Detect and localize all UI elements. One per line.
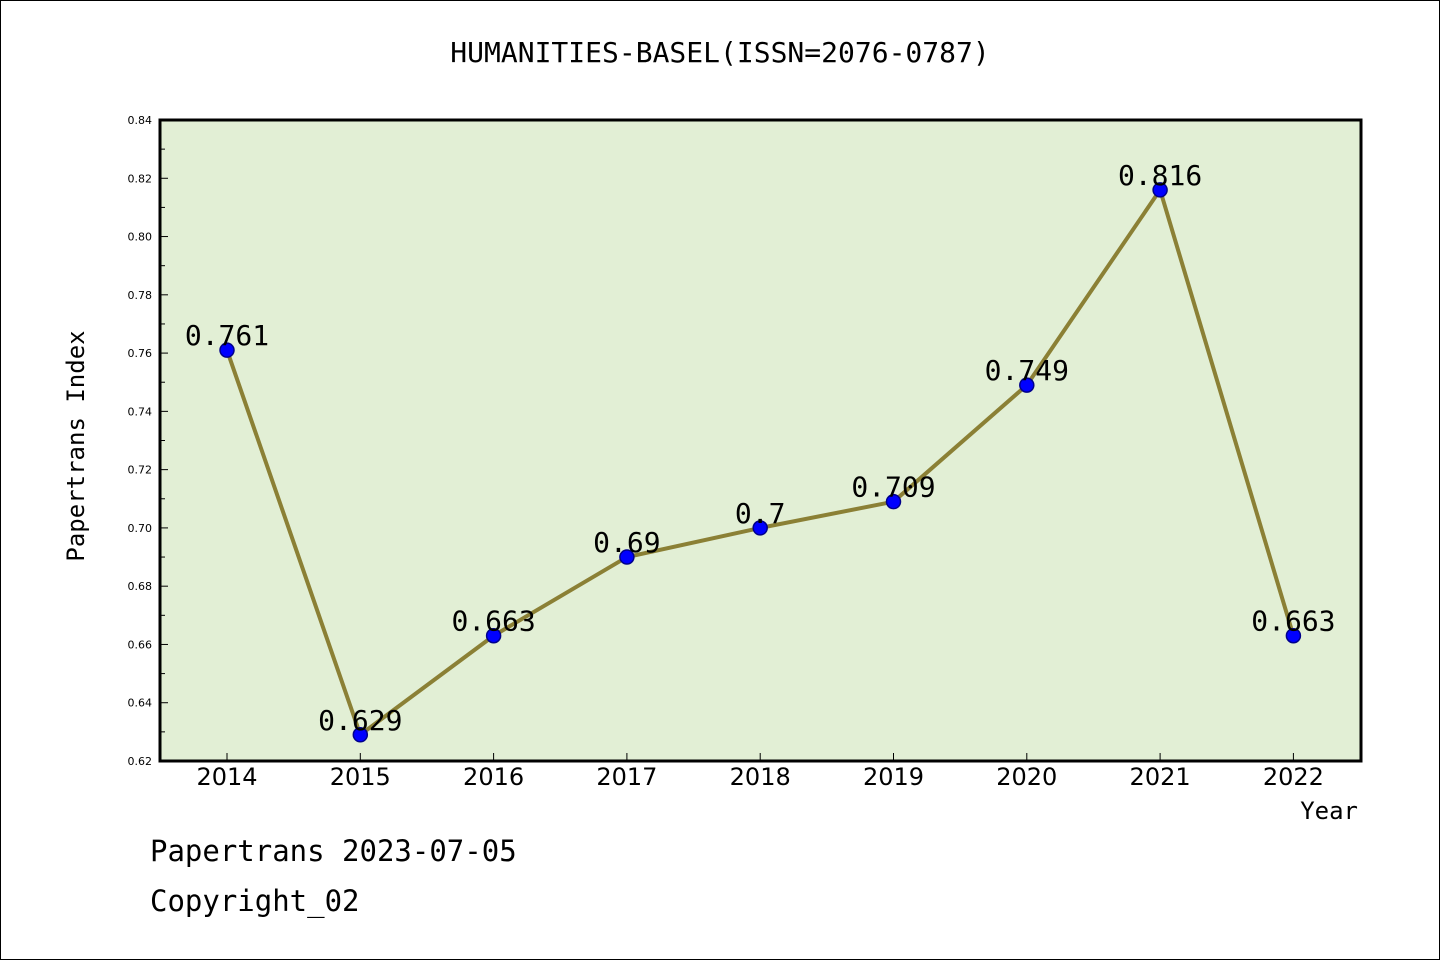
y-tick-label: 0.66 (128, 638, 153, 651)
data-point (1019, 377, 1035, 393)
data-label: 0.7 (735, 497, 786, 530)
x-tick-label: 2019 (863, 763, 924, 791)
data-point (619, 549, 635, 565)
x-axis-label: Year (1300, 797, 1358, 825)
y-tick-label: 0.78 (128, 289, 153, 302)
x-tick-label: 2016 (463, 763, 524, 791)
y-tick-label: 0.70 (128, 522, 153, 535)
y-tick-label: 0.72 (128, 464, 153, 477)
x-tick-label: 2015 (330, 763, 391, 791)
data-point (352, 727, 369, 743)
footer-date: Papertrans 2023-07-05 (150, 834, 517, 868)
data-point (752, 520, 768, 536)
data-label: 0.816 (1118, 159, 1202, 192)
plot-border (158, 118, 1363, 763)
y-tick-label: 0.74 (128, 405, 153, 418)
data-label: 0.709 (851, 471, 935, 504)
chart-title: HUMANITIES-BASEL(ISSN=2076-0787) (450, 36, 990, 69)
y-tick-label: 0.68 (128, 580, 153, 593)
y-axis-label: Papertrans Index (62, 330, 90, 562)
plot-area (160, 120, 1361, 761)
x-tick-label: 2021 (1130, 763, 1191, 791)
y-tick-label: 0.62 (128, 755, 153, 768)
data-label: 0.663 (451, 605, 535, 638)
x-tick-label: 2020 (996, 763, 1057, 791)
data-label: 0.663 (1251, 605, 1335, 638)
y-tick-label: 0.84 (128, 114, 153, 127)
data-point (485, 627, 502, 644)
data-point (1152, 182, 1168, 198)
y-tick-label: 0.80 (128, 231, 153, 244)
x-tick-label: 2014 (196, 763, 257, 791)
data-label: 0.761 (185, 319, 269, 352)
data-point (219, 342, 235, 358)
x-tick-label: 2017 (596, 763, 657, 791)
y-tick-label: 0.82 (128, 172, 153, 185)
data-point (1285, 627, 1302, 644)
x-tick-label: 2018 (730, 763, 791, 791)
y-tick-label: 0.64 (128, 697, 153, 710)
data-point (885, 493, 902, 510)
data-label: 0.69 (593, 526, 660, 559)
footer-copyright: Copyright_02 (150, 884, 360, 918)
y-tick-label: 0.76 (128, 347, 153, 360)
x-tick-label: 2022 (1263, 763, 1324, 791)
data-label: 0.629 (318, 704, 402, 737)
data-label: 0.749 (985, 354, 1069, 387)
